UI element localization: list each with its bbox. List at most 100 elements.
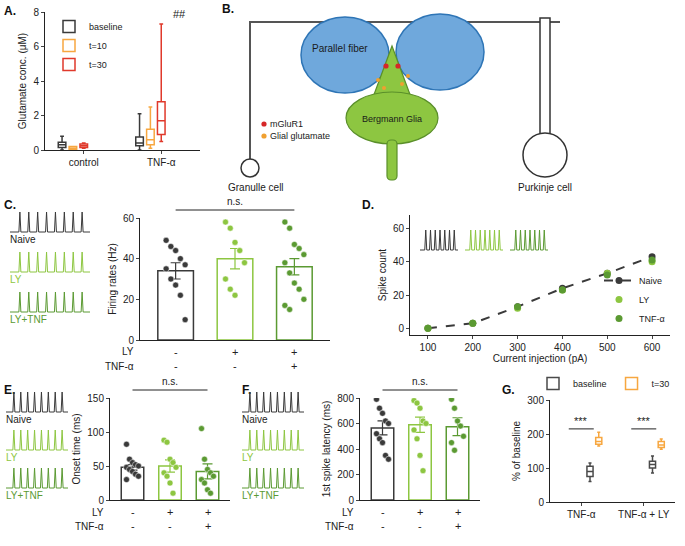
svg-text:200: 200 [337, 469, 354, 480]
svg-text:500: 500 [599, 342, 616, 353]
svg-text:40: 40 [393, 256, 405, 267]
svg-text:LY: LY [342, 507, 354, 518]
svg-text:-: - [418, 520, 422, 532]
svg-text:60: 60 [393, 223, 405, 234]
svg-text:TNF-α: TNF-α [639, 314, 665, 324]
svg-text:-: - [131, 506, 135, 518]
svg-text:Granulle cell: Granulle cell [228, 182, 284, 193]
svg-text:TNF-α + LY: TNF-α + LY [618, 509, 670, 520]
svg-text:LY: LY [6, 452, 18, 463]
svg-text:LY+TNF: LY+TNF [242, 490, 279, 501]
svg-text:Glial glutamate: Glial glutamate [270, 131, 330, 141]
svg-text:0: 0 [538, 497, 544, 508]
svg-text:50: 50 [93, 461, 105, 472]
svg-text:LY: LY [242, 452, 254, 463]
svg-text:-: - [131, 520, 135, 532]
svg-text:100: 100 [527, 463, 544, 474]
svg-text:+: + [167, 506, 173, 518]
svg-text:***: *** [637, 415, 651, 427]
svg-text:200: 200 [527, 429, 544, 440]
svg-text:-: - [381, 520, 385, 532]
svg-text:baseline: baseline [573, 379, 607, 389]
svg-text:LY: LY [92, 507, 104, 518]
svg-text:8: 8 [33, 7, 39, 18]
svg-text:-: - [174, 360, 178, 372]
svg-text:0: 0 [33, 145, 39, 156]
svg-text:800: 800 [337, 393, 354, 404]
svg-text:0: 0 [128, 335, 134, 346]
svg-text:60: 60 [123, 213, 135, 224]
svg-text:Naive: Naive [6, 414, 32, 425]
svg-text:300: 300 [509, 342, 526, 353]
svg-text:20: 20 [123, 294, 135, 305]
svg-text:B.: B. [222, 2, 234, 16]
svg-text:TNF-α: TNF-α [325, 521, 354, 532]
svg-text:Spike count: Spike count [377, 249, 388, 301]
svg-text:0: 0 [398, 323, 404, 334]
svg-text:Naive: Naive [639, 276, 662, 286]
svg-text:0: 0 [348, 495, 354, 506]
svg-text:-: - [174, 346, 178, 358]
svg-text:100: 100 [87, 427, 104, 438]
svg-text:Firing rates (Hz): Firing rates (Hz) [107, 243, 118, 315]
svg-text:Parallel fiber: Parallel fiber [312, 43, 368, 54]
svg-text:***: *** [574, 415, 588, 427]
svg-text:Naive: Naive [242, 414, 268, 425]
svg-text:F.: F. [242, 383, 251, 397]
svg-text:Purkinje cell: Purkinje cell [518, 182, 572, 193]
svg-text:LY: LY [10, 274, 22, 285]
svg-text:+: + [455, 520, 461, 532]
svg-text:TNF-α: TNF-α [567, 509, 596, 520]
svg-text:-: - [233, 360, 237, 372]
svg-text:% of baseline: % of baseline [511, 421, 522, 481]
svg-text:n.s.: n.s. [412, 376, 428, 387]
svg-text:Current injection (pA): Current injection (pA) [493, 353, 587, 364]
svg-text:LY+TNF: LY+TNF [10, 314, 47, 325]
svg-text:t=10: t=10 [89, 41, 107, 51]
svg-text:-: - [168, 520, 172, 532]
svg-text:-: - [381, 506, 385, 518]
svg-text:A.: A. [4, 4, 16, 18]
svg-text:Naive: Naive [10, 234, 36, 245]
svg-text:+: + [205, 506, 211, 518]
svg-text:LY: LY [122, 346, 134, 357]
svg-text:Bergmann Glia: Bergmann Glia [362, 114, 422, 124]
svg-text:1st spike latency (ms): 1st spike latency (ms) [321, 401, 332, 498]
svg-text:n.s.: n.s. [227, 196, 243, 207]
svg-text:n.s.: n.s. [162, 376, 178, 387]
svg-text:600: 600 [337, 418, 354, 429]
svg-text:TNF-α: TNF-α [147, 157, 176, 168]
svg-text:LY: LY [639, 295, 649, 305]
svg-text:control: control [69, 157, 99, 168]
svg-text:t=30: t=30 [652, 379, 670, 389]
svg-text:LY+TNF: LY+TNF [6, 490, 43, 501]
svg-text:TNF-α: TNF-α [75, 521, 104, 532]
svg-text:400: 400 [554, 342, 571, 353]
svg-text:+: + [455, 506, 461, 518]
svg-text:mGluR1: mGluR1 [270, 119, 303, 129]
svg-text:Glutamate conc. (μM): Glutamate conc. (μM) [17, 33, 28, 129]
svg-text:C.: C. [4, 198, 16, 212]
svg-text:4: 4 [33, 76, 39, 87]
svg-text:600: 600 [644, 342, 661, 353]
svg-text:E.: E. [4, 383, 15, 397]
svg-text:6: 6 [33, 41, 39, 52]
svg-text:+: + [417, 506, 423, 518]
svg-text:t=30: t=30 [89, 60, 107, 70]
svg-text:200: 200 [464, 342, 481, 353]
svg-text:100: 100 [420, 342, 437, 353]
svg-text:baseline: baseline [89, 22, 123, 32]
svg-text:2: 2 [33, 110, 39, 121]
svg-text:G.: G. [502, 383, 515, 397]
svg-text:20: 20 [393, 290, 405, 301]
svg-text:300: 300 [527, 395, 544, 406]
svg-text:400: 400 [337, 444, 354, 455]
svg-text:+: + [291, 346, 297, 358]
svg-text:40: 40 [123, 253, 135, 264]
svg-text:+: + [291, 360, 297, 372]
svg-text:TNF-α: TNF-α [105, 361, 134, 372]
svg-text:Onset time (ms): Onset time (ms) [71, 413, 82, 484]
svg-text:D.: D. [362, 198, 374, 212]
svg-text:+: + [205, 520, 211, 532]
svg-text:##: ## [173, 8, 186, 20]
